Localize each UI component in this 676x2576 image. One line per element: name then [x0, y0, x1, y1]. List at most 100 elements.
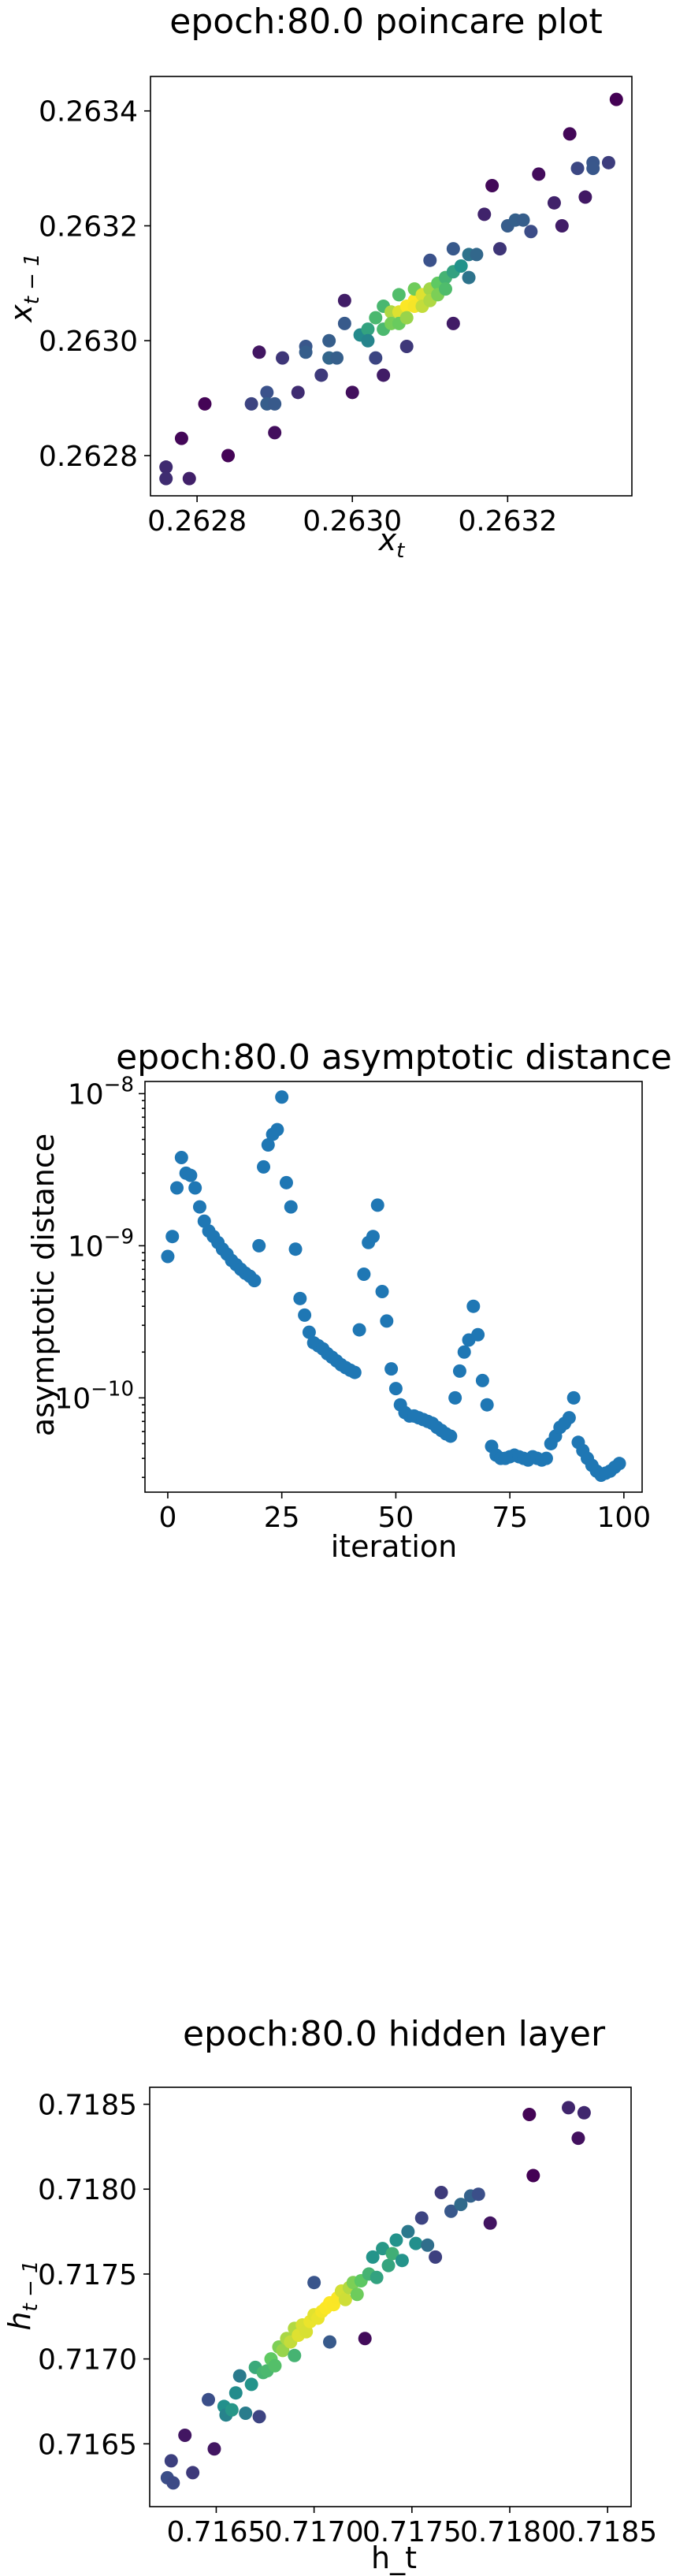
asymptotic-point [370, 1198, 384, 1212]
asymptotic-point [480, 1398, 494, 1412]
hidden-layer-y-tick-label: 0.7180 [38, 2174, 137, 2206]
poincare-point [361, 322, 375, 337]
hidden-layer-point [571, 2131, 585, 2146]
asymptotic-distance-panel: epoch:80.0 asymptotic distance 0 25 50 75 10… [26, 1037, 672, 1564]
hidden-layer-y-tick-label: 0.7175 [38, 2259, 137, 2291]
y-axis-label-asymptotic-distance: asymptotic distance [26, 1134, 61, 1436]
hidden-layer-point [307, 2276, 321, 2290]
x-axis-label-ht: h_t [371, 2541, 417, 2575]
hidden-layer-point [186, 2466, 200, 2480]
poincare-point [182, 471, 196, 486]
poincare-point [392, 288, 406, 302]
poincare-point [516, 213, 530, 227]
asymptotic-point [452, 1364, 466, 1378]
poincare-point [399, 340, 414, 354]
hidden-layer-point [421, 2238, 435, 2252]
asymptotic-point [261, 1138, 275, 1152]
hidden-layer-point [389, 2233, 403, 2247]
asymptotic-point [257, 1160, 271, 1174]
poincare-point [438, 282, 452, 296]
hidden-layer-point [483, 2216, 497, 2230]
poincare-point [399, 311, 414, 325]
hidden-layer-point [178, 2429, 192, 2443]
poincare-point [268, 426, 282, 440]
hidden-layer-x-tick-label: 0.7165 [166, 2516, 266, 2548]
hidden-layer-point [522, 2107, 537, 2121]
hidden-layer-point [526, 2168, 540, 2183]
hidden-layer-point [164, 2454, 178, 2468]
asymptotic-point [174, 1151, 188, 1165]
x-axis-label-iteration: iteration [331, 1529, 458, 1564]
asymptotic-point [384, 1362, 399, 1376]
asymptotic-point [448, 1390, 462, 1405]
hidden-layer-point [323, 2335, 337, 2349]
asymptotic-point [357, 1268, 371, 1282]
asymptotic-point [188, 1181, 202, 1195]
poincare-plot-panel: epoch:80.0 poincare plot 0.2628 0.2630 0.2… [4, 2, 633, 563]
poincare-point [578, 190, 592, 204]
asymptotic-point [165, 1230, 180, 1244]
poincare-point [377, 368, 391, 382]
chart-title-hidden-layer: epoch:80.0 hidden layer [183, 2014, 606, 2054]
hidden-layer-point [370, 2270, 384, 2284]
asymptotic-point [279, 1175, 293, 1189]
poincare-point [299, 345, 313, 359]
poincare-point [532, 167, 546, 181]
poincare-point [524, 225, 538, 239]
hidden-layer-point [366, 2250, 380, 2264]
asymptotic-point [539, 1451, 553, 1465]
poincare-point [547, 195, 561, 210]
hidden-layer-point [299, 2325, 314, 2339]
asymptotic-point [184, 1168, 198, 1182]
poincare-point [345, 385, 359, 400]
poincare-point [369, 311, 383, 325]
hidden-layer-point [385, 2247, 399, 2261]
poincare-point [221, 449, 236, 463]
poincare-y-tick-label: 0.2634 [39, 96, 138, 128]
asymptotic-point [444, 1429, 458, 1443]
hidden-layer-x-tick-label: 0.7185 [558, 2516, 657, 2548]
hidden-layer-point [244, 2377, 258, 2392]
hidden-layer-plot-area: 0.71650.71700.71750.71800.71850.71650.71… [38, 2090, 657, 2548]
poincare-point [314, 368, 329, 382]
asymptotic-point [475, 1373, 489, 1387]
hidden-layer-panel: epoch:80.0 hidden layer 0.71650.71700.71… [2, 2014, 657, 2575]
asymptotic-point [388, 1382, 403, 1396]
asymptotic-point [566, 1390, 581, 1405]
asymptotic-point [562, 1411, 576, 1425]
poincare-y-tick-label: 0.2632 [39, 210, 138, 243]
chart-title-asymptotic: epoch:80.0 asymptotic distance [116, 1037, 672, 1078]
poincare-point [369, 351, 383, 365]
asymptotic-point [247, 1274, 262, 1288]
poincare-point [361, 333, 375, 348]
poincare-point [322, 333, 336, 348]
hidden-layer-point [381, 2258, 396, 2273]
poincare-point [260, 385, 274, 400]
poincare-point [174, 431, 188, 445]
poincare-point [492, 242, 507, 256]
poincare-point [244, 396, 258, 411]
asymptotic-x-tick-label: 0 [158, 1502, 176, 1534]
poincare-point [555, 218, 569, 233]
asymptotic-y-tick-label: 10−8 [68, 1073, 134, 1111]
asymptotic-point [366, 1230, 380, 1244]
asymptotic-point [270, 1122, 284, 1137]
hidden-layer-point [429, 2250, 443, 2264]
asymptotic-x-tick-label: 50 [377, 1502, 414, 1534]
asymptotic-distance-plot-area: 0 25 50 75 100 10−10 10−9 10−8 [54, 1073, 651, 1534]
hidden-layer-point [202, 2392, 216, 2407]
poincare-point [462, 270, 476, 285]
asymptotic-x-tick-label: 100 [596, 1502, 651, 1534]
hidden-layer-point [434, 2186, 448, 2200]
poincare-y-tick-label: 0.2628 [39, 441, 138, 473]
hidden-layer-point [358, 2332, 372, 2346]
hidden-layer-point [288, 2348, 302, 2362]
poincare-x-tick-label: 0.2632 [458, 505, 557, 538]
asymptotic-point [466, 1299, 481, 1313]
poincare-y-tick-label: 0.2630 [39, 326, 138, 358]
poincare-x-tick-label: 0.2630 [303, 505, 402, 538]
asymptotic-point [347, 1365, 362, 1379]
poincare-point [423, 253, 437, 267]
hidden-layer-plot-frame [149, 2086, 632, 2507]
hidden-layer-point [350, 2288, 364, 2302]
